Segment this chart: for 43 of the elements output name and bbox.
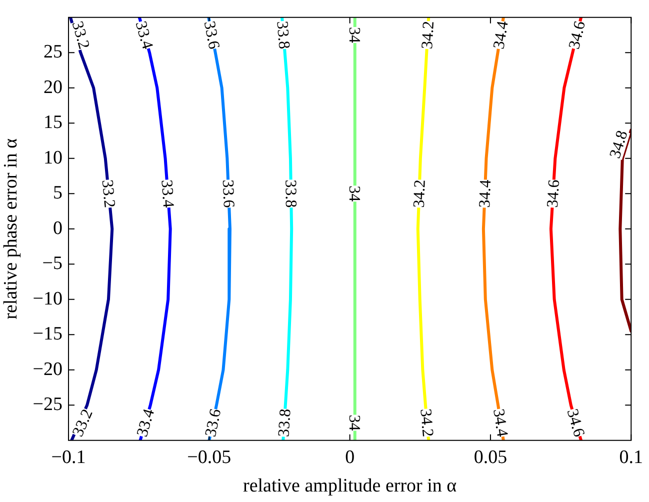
y-tick-label: −10	[32, 288, 63, 310]
text: 33.6	[202, 407, 225, 438]
text: 33.8	[273, 20, 292, 50]
x-tick-label: 0	[345, 446, 355, 468]
x-tick-label: −0.1	[51, 446, 86, 468]
y-tick-label: 5	[53, 182, 63, 204]
y-tick-label: 25	[44, 42, 63, 63]
text: 34.6	[566, 20, 590, 51]
text: 34	[346, 27, 363, 44]
text: 34.2	[416, 408, 436, 438]
x-axis-title: relative amplitude error in α	[243, 476, 457, 497]
y-tick-label: 0	[53, 218, 63, 239]
text: 34.6	[544, 179, 564, 208]
text: 34	[346, 186, 363, 202]
text: 33.4	[134, 407, 158, 439]
text: 34.6	[563, 407, 588, 439]
x-tick-label: 0.05	[474, 446, 508, 468]
text: 33.8	[276, 408, 294, 438]
y-tick-label: 15	[44, 112, 63, 134]
x-tick-label: 0.1	[619, 446, 643, 468]
y-tick-label: 10	[44, 147, 63, 168]
text: 34	[346, 414, 363, 431]
text: 34.8	[606, 128, 632, 160]
text: 33.8	[282, 180, 300, 208]
text: 34.2	[419, 20, 438, 50]
text: 33.6	[218, 179, 237, 208]
text: 34.2	[410, 179, 429, 208]
y-axis-title: relative phase error in α	[0, 138, 22, 320]
y-tick-label: 20	[44, 76, 63, 98]
text: 33.2	[70, 406, 96, 440]
y-tick-label: −15	[32, 324, 63, 345]
text: 33.2	[98, 178, 118, 208]
text: 33.6	[200, 20, 222, 51]
text: 34.4	[490, 20, 512, 50]
text: 34.4	[490, 408, 511, 438]
x-tick-label: −0.05	[187, 446, 232, 468]
y-tick-label: −25	[32, 394, 63, 416]
y-tick-label: −5	[42, 253, 63, 274]
y-tick-label: −20	[32, 358, 63, 380]
text: 33.4	[132, 19, 156, 52]
text: 33.2	[68, 19, 92, 52]
text: 34.4	[476, 179, 495, 208]
text: 33.4	[158, 179, 177, 208]
